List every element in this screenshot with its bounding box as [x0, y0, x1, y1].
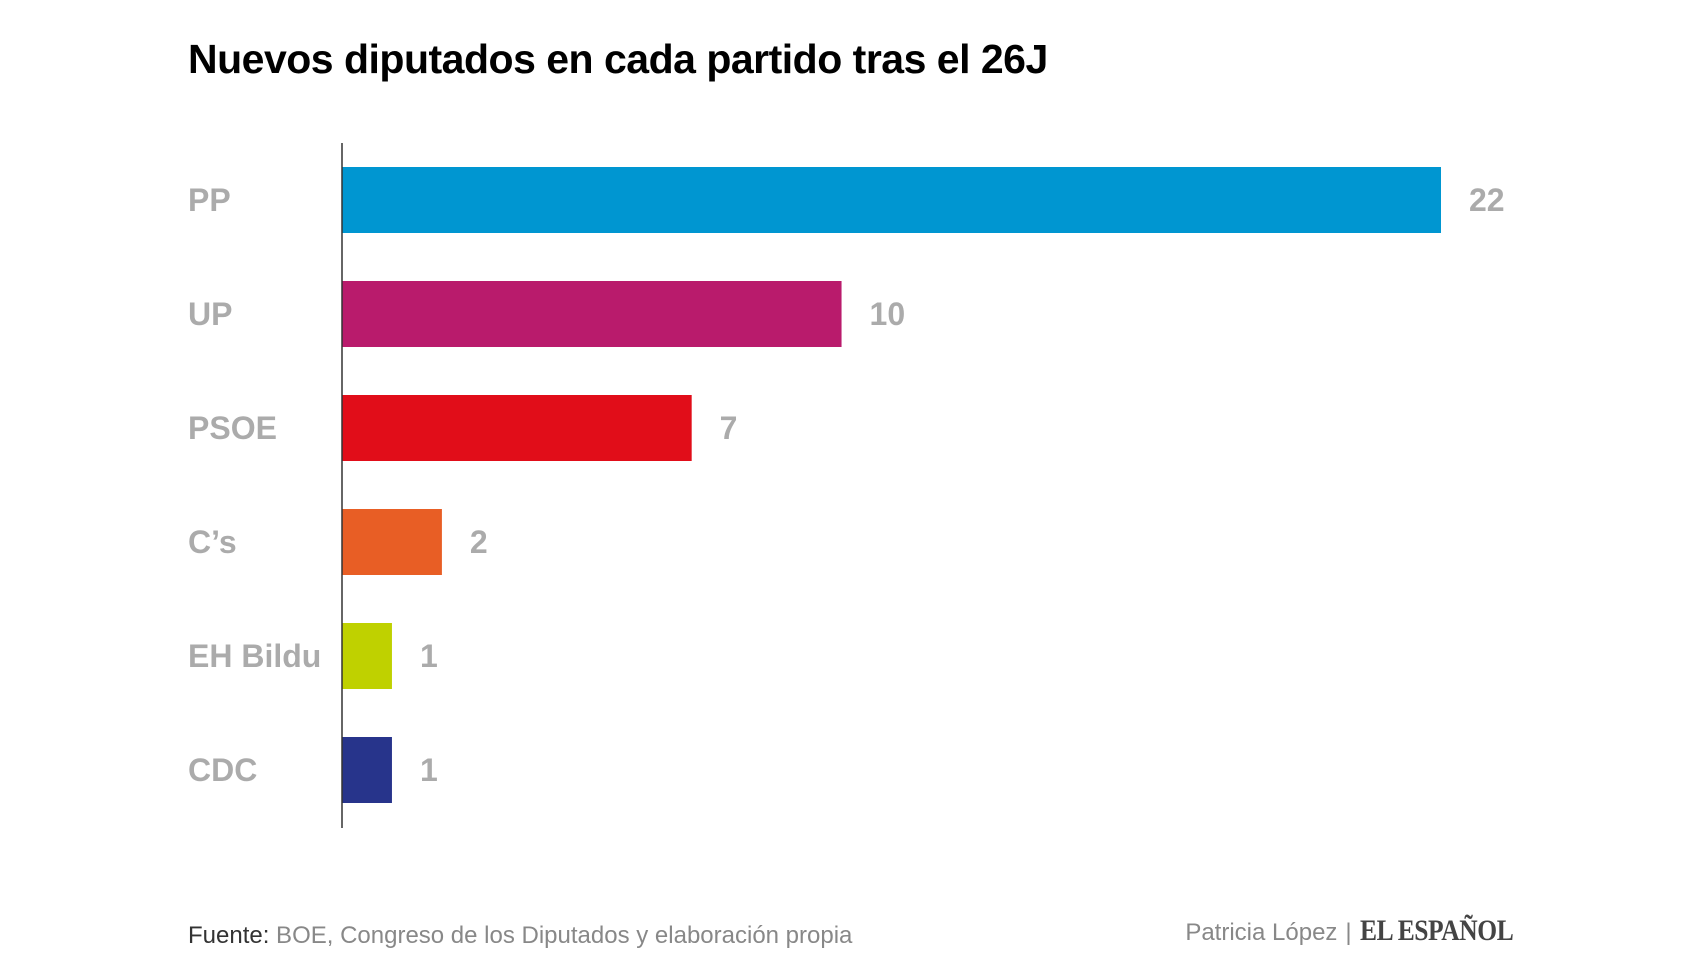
chart-title: Nuevos diputados en cada partido tras el…	[188, 36, 1048, 82]
bars-layer: PP 22 UP 10 PSOE 7 C’s 2 EH Bildu 1 CDC 1	[188, 167, 1505, 803]
bar-row: UP 10	[188, 281, 905, 347]
category-label: UP	[188, 296, 232, 332]
category-label: PSOE	[188, 410, 277, 446]
value-label: 1	[420, 752, 438, 788]
category-label: CDC	[188, 752, 257, 788]
source-note: Fuente: BOE, Congreso de los Diputados y…	[188, 922, 852, 950]
category-label: EH Bildu	[188, 638, 321, 674]
value-label: 1	[420, 638, 438, 674]
bar	[342, 737, 392, 803]
bar	[342, 281, 842, 347]
credit: Patricia López | EL ESPAÑOL	[1185, 914, 1540, 948]
value-label: 7	[720, 410, 738, 446]
category-label: C’s	[188, 524, 237, 560]
bar-row: PSOE 7	[188, 395, 737, 461]
value-label: 10	[870, 296, 906, 332]
bar-row: C’s 2	[188, 509, 488, 575]
brand-logo: EL ESPAÑOL	[1359, 914, 1514, 947]
bar-row: PP 22	[188, 167, 1505, 233]
source-text: BOE, Congreso de los Diputados y elabora…	[269, 922, 853, 949]
bar-row: EH Bildu 1	[188, 623, 438, 689]
bar	[342, 623, 392, 689]
bar	[342, 509, 442, 575]
credit-separator: |	[1345, 919, 1352, 946]
category-label: PP	[188, 182, 231, 218]
bar	[342, 167, 1441, 233]
value-label: 22	[1469, 182, 1505, 218]
value-label: 2	[470, 524, 488, 560]
bar-row: CDC 1	[188, 737, 438, 803]
bar	[342, 395, 692, 461]
author-name: Patricia López	[1185, 919, 1338, 946]
source-prefix: Fuente:	[188, 922, 270, 949]
